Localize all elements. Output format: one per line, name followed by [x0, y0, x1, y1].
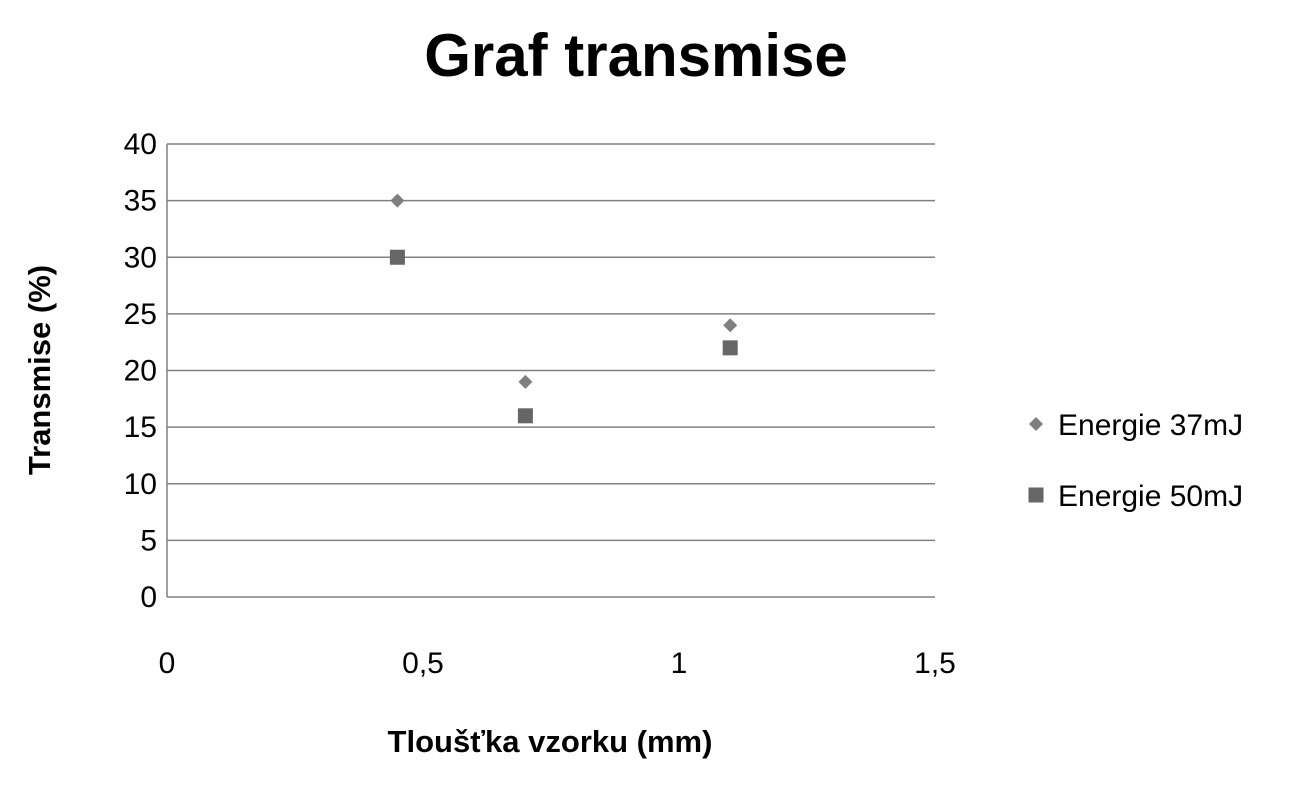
- x-tick-label: 1,5: [914, 647, 956, 680]
- y-tick-label: 15: [124, 411, 157, 444]
- data-point-series-1: [723, 318, 738, 333]
- chart-title: Graf transmise: [424, 22, 848, 89]
- legend: Energie 37mJ Energie 50mJ: [1028, 409, 1243, 513]
- x-tick-label: 1: [671, 647, 688, 680]
- y-tick-label: 10: [124, 468, 157, 501]
- y-tick-label: 40: [124, 128, 157, 161]
- y-tick-label: 30: [124, 241, 157, 274]
- y-tick-label: 5: [140, 524, 157, 557]
- data-point-series-1: [390, 193, 405, 208]
- data-point-series-1: [518, 374, 533, 389]
- legend-label-series-1: Energie 37mJ: [1058, 409, 1243, 442]
- y-tick-label: 35: [124, 185, 157, 218]
- y-tick-label: 20: [124, 355, 157, 388]
- x-axis-label: Tloušťka vzorku (mm): [388, 724, 713, 759]
- axes: [166, 144, 935, 598]
- data-point-series-2: [389, 249, 405, 265]
- legend-marker-series-1: [1029, 417, 1043, 431]
- x-tick-labels: 0 0,5 1 1,5: [159, 647, 956, 680]
- x-tick-label: 0: [159, 647, 176, 680]
- y-tick-label: 25: [124, 298, 157, 331]
- y-axis-label: Transmise (%): [22, 265, 57, 475]
- data-point-series-2: [722, 340, 738, 356]
- y-tick-labels: 0 5 10 15 20 25 30 35 40: [124, 128, 157, 614]
- gridlines: [167, 143, 935, 542]
- data-points: [389, 193, 738, 424]
- y-tick-label: 0: [140, 581, 157, 614]
- x-tick-label: 0,5: [402, 647, 444, 680]
- legend-label-series-2: Energie 50mJ: [1058, 480, 1243, 513]
- data-point-series-2: [517, 408, 533, 424]
- legend-marker-series-2: [1028, 487, 1044, 503]
